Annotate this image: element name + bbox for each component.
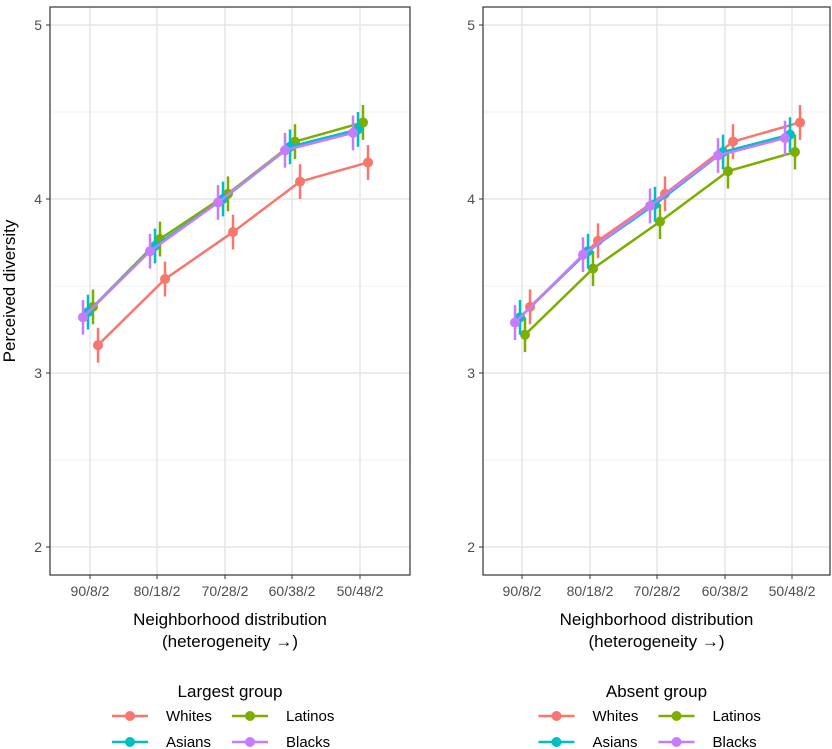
data-point — [78, 312, 88, 323]
data-point — [510, 317, 520, 328]
data-point — [578, 249, 588, 260]
legend: Absent group Whites Latinos Asians Blacks — [538, 682, 761, 749]
series-blacks — [78, 115, 358, 335]
data-point — [780, 133, 790, 144]
legend-item-blacks: Blacks — [658, 734, 757, 749]
panel-border — [482, 6, 831, 576]
y-tick-label: 3 — [34, 365, 42, 381]
panel-2: 2 3 4 5 90/8/2 80/18/2 70/28/2 60/38/2 50/48/2 Ne… — [467, 6, 831, 749]
data-point — [280, 145, 290, 156]
data-point — [795, 117, 805, 128]
legend-key-point — [551, 737, 562, 747]
legend-item-latinos: Latinos — [232, 708, 334, 725]
series-line — [87, 128, 359, 313]
legend: Largest group Whites Latinos Asians Blacks — [112, 682, 334, 749]
x-tick-label: 70/28/2 — [202, 583, 249, 599]
legend-item-asians: Asians — [538, 734, 638, 749]
x-tick-label: 50/48/2 — [769, 583, 816, 599]
legend-label: Asians — [166, 734, 211, 749]
x-tick-label: 80/18/2 — [567, 583, 614, 599]
y-tick-label: 5 — [34, 17, 42, 33]
x-tick-label: 70/28/2 — [634, 583, 681, 599]
series-asians — [83, 112, 363, 330]
series-line — [529, 121, 801, 308]
panel-1: 2 3 4 5 90/8/2 80/18/2 70/28/2 60/38/2 50/48/2 Ne… — [0, 6, 411, 749]
legend-key-point — [551, 711, 562, 721]
series-line — [524, 150, 796, 336]
legend-key-point — [671, 711, 682, 721]
y-tick-label: 2 — [467, 539, 475, 555]
legend-title: Absent group — [606, 682, 707, 701]
series-blacks — [510, 120, 790, 340]
legend-label: Latinos — [713, 708, 761, 725]
data-point — [728, 136, 738, 147]
x-tick-label: 90/8/2 — [503, 583, 542, 599]
y-tick-label: 3 — [467, 365, 475, 381]
x-tick-label: 50/48/2 — [337, 583, 384, 599]
legend-key-point — [245, 737, 255, 747]
data-point — [348, 127, 358, 138]
x-axis-title: Neighborhood distribution — [560, 610, 754, 629]
x-axis-subtitle: (heterogeneity →) — [588, 632, 724, 651]
data-point — [228, 227, 238, 238]
legend-label: Blacks — [713, 734, 757, 749]
data-point — [723, 166, 733, 177]
legend-key-point — [245, 711, 255, 721]
legend-title: Largest group — [178, 682, 283, 701]
data-point — [160, 274, 170, 285]
data-point — [295, 176, 305, 187]
x-axis-title: Neighborhood distribution — [133, 610, 327, 629]
data-point — [213, 197, 223, 208]
series-whites — [93, 145, 373, 363]
series-line — [92, 121, 364, 308]
data-point — [790, 147, 800, 158]
legend-label: Whites — [593, 708, 639, 725]
data-point — [93, 340, 103, 351]
data-point — [655, 216, 665, 227]
legend-key-point — [125, 737, 135, 747]
data-point — [363, 157, 373, 168]
legend-item-asians: Asians — [112, 734, 211, 749]
y-tick-label: 5 — [467, 17, 475, 33]
x-tick-label: 60/38/2 — [269, 583, 316, 599]
y-tick-label: 4 — [467, 191, 475, 207]
legend-label: Latinos — [286, 708, 334, 725]
data-point — [358, 117, 368, 128]
series-latinos — [520, 134, 800, 353]
data-point — [588, 263, 598, 274]
legend-label: Blacks — [286, 734, 330, 749]
data-point — [520, 329, 530, 340]
legend-label: Whites — [166, 708, 212, 725]
series-line — [82, 131, 354, 319]
legend-item-blacks: Blacks — [232, 734, 330, 749]
x-tick-label: 60/38/2 — [702, 583, 749, 599]
x-tick-label: 90/8/2 — [71, 583, 110, 599]
legend-key-point — [125, 711, 135, 721]
legend-label: Asians — [593, 734, 638, 749]
legend-item-latinos: Latinos — [658, 708, 761, 725]
y-axis-title: Perceived diversity — [0, 219, 19, 362]
data-point — [713, 150, 723, 161]
series-whites — [525, 105, 805, 325]
legend-item-whites: Whites — [112, 708, 212, 725]
y-tick-label: 4 — [34, 191, 42, 207]
data-point — [145, 246, 155, 257]
y-tick-label: 2 — [34, 539, 42, 555]
legend-item-whites: Whites — [538, 708, 639, 725]
x-tick-label: 80/18/2 — [134, 583, 181, 599]
x-axis-subtitle: (heterogeneity →) — [162, 632, 298, 651]
data-point — [645, 200, 655, 211]
panel-border — [49, 6, 411, 576]
legend-key-point — [671, 737, 682, 747]
